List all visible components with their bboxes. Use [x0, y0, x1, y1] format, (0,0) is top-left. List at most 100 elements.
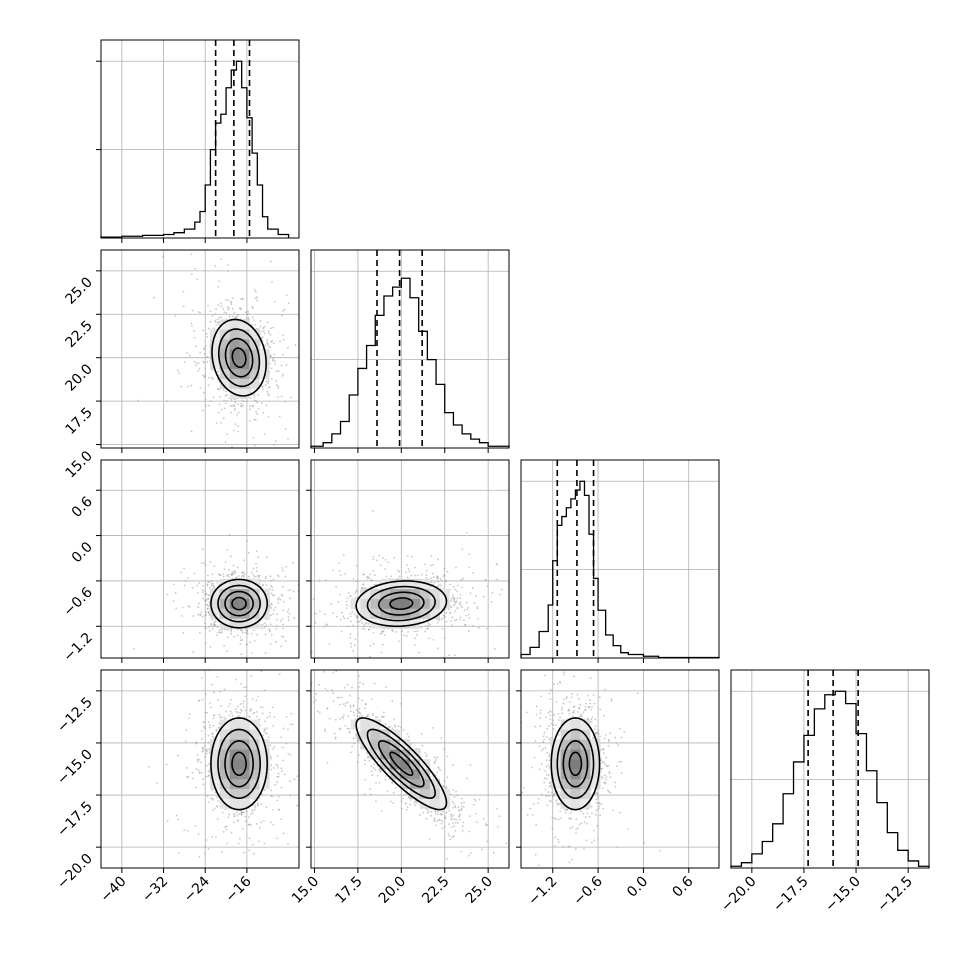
scatter-point — [210, 376, 213, 379]
scatter-point — [367, 576, 370, 578]
scatter-point — [373, 583, 376, 586]
scatter-point — [243, 559, 246, 562]
scatter-point — [343, 617, 346, 620]
histogram-panel-2 — [310, 249, 510, 449]
scatter-point — [294, 344, 297, 346]
scatter-point — [224, 561, 227, 564]
scatter-point — [217, 304, 220, 307]
scatter-point — [254, 290, 257, 293]
scatter-point — [137, 399, 139, 402]
scatter-point — [205, 611, 207, 613]
scatter-point — [270, 340, 273, 343]
scatter-point — [197, 602, 200, 605]
scatter-point — [195, 278, 198, 281]
scatter-point — [208, 586, 211, 589]
scatter-point — [237, 628, 239, 631]
scatter-point — [277, 396, 280, 398]
scatter-point — [248, 420, 251, 422]
scatter-point — [188, 606, 191, 608]
scatter-point — [266, 321, 269, 324]
scatter-point — [273, 353, 276, 356]
scatter-point — [200, 562, 203, 565]
scatter-point — [175, 814, 178, 817]
scatter-point — [202, 329, 205, 332]
scatter-point — [224, 441, 227, 444]
scatter-point — [272, 613, 275, 616]
scatter-point — [206, 336, 209, 338]
scatter-point — [430, 555, 433, 557]
scatter-point — [205, 627, 208, 630]
scatter-point — [242, 576, 245, 578]
scatter-point — [289, 780, 291, 783]
scatter-point — [459, 593, 462, 596]
scatter-point — [192, 615, 195, 617]
scatter-point — [372, 631, 375, 634]
scatter-point — [425, 574, 428, 577]
scatter-point — [256, 413, 259, 415]
scatter-point — [207, 741, 210, 744]
scatter-point — [183, 567, 186, 570]
scatter-point — [406, 576, 409, 579]
scatter-point — [228, 533, 231, 536]
scatter-point — [273, 363, 276, 365]
scatter-point — [325, 579, 327, 581]
scatter-point — [424, 563, 426, 566]
scatter-point — [443, 573, 446, 576]
scatter-point — [270, 367, 273, 370]
scatter-point — [354, 592, 357, 595]
scatter-point — [279, 598, 282, 601]
scatter-point — [384, 558, 387, 561]
scatter-point — [211, 314, 214, 317]
scatter-point — [270, 579, 272, 582]
scatter-point — [371, 579, 374, 582]
scatter-point — [201, 409, 204, 412]
scatter-point — [277, 385, 279, 388]
scatter-point — [207, 384, 210, 387]
scatter-point — [181, 614, 183, 617]
scatter-point — [459, 604, 462, 607]
scatter-point — [269, 346, 272, 349]
scatter-point — [258, 826, 261, 829]
scatter-point — [211, 625, 214, 628]
scatter-point — [387, 561, 390, 564]
scatter-point — [496, 578, 499, 581]
scatter-point — [251, 305, 254, 308]
scatter-point — [255, 399, 257, 402]
scatter-point — [456, 607, 459, 610]
scatter-point — [476, 605, 479, 608]
scatter-point — [228, 568, 230, 571]
scatter-point — [363, 573, 366, 576]
scatter-point — [205, 404, 207, 407]
scatter-point — [220, 302, 222, 305]
scatter-point — [260, 330, 263, 333]
scatter-point — [288, 613, 291, 615]
scatter-point — [245, 643, 248, 646]
scatter-point — [215, 308, 217, 310]
scatter-point — [234, 423, 237, 426]
scatter-point — [261, 336, 264, 339]
scatter-point — [272, 578, 275, 581]
scatter-point — [257, 576, 260, 579]
scatter-point — [216, 631, 219, 634]
scatter-point — [318, 579, 321, 582]
scatter-point — [196, 584, 199, 587]
scatter-point — [252, 436, 255, 439]
scatter-point — [268, 628, 271, 631]
scatter-point — [194, 364, 197, 367]
scatter-point — [225, 298, 227, 301]
scatter-point — [452, 604, 455, 607]
scatter-point — [449, 583, 452, 586]
scatter-point — [270, 378, 273, 380]
scatter-point — [212, 378, 214, 380]
scatter-point — [473, 602, 476, 604]
scatter-point — [233, 635, 236, 638]
scatter-point — [266, 338, 269, 341]
scatter-point — [285, 364, 288, 366]
panel-border — [730, 669, 930, 869]
scatter-point — [401, 630, 404, 633]
scatter-point — [277, 370, 280, 373]
scatter-point — [355, 564, 358, 567]
scatter-point — [180, 385, 183, 388]
scatter-point — [227, 299, 230, 302]
scatter-point — [346, 604, 349, 606]
